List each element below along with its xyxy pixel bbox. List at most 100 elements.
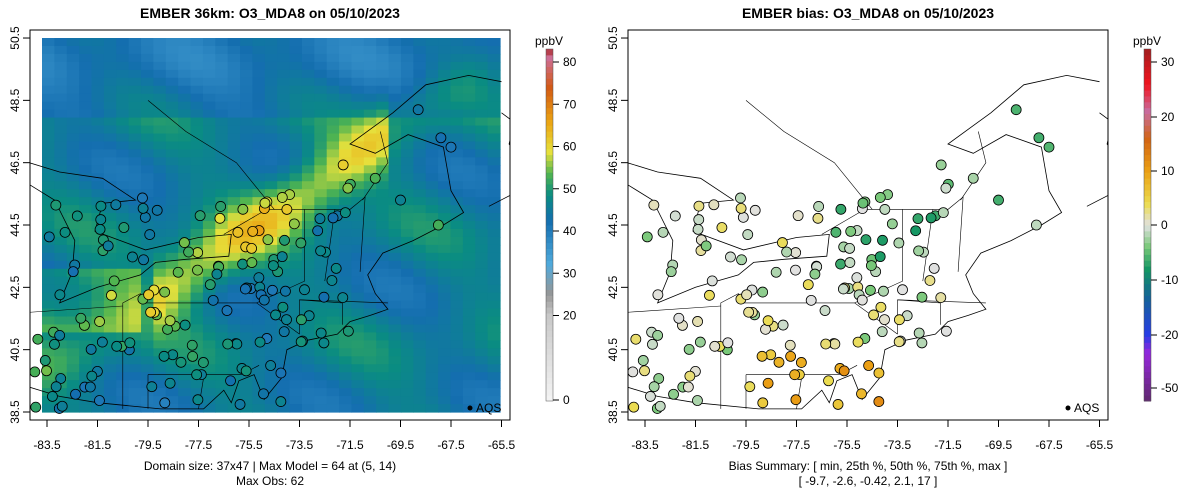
aqs-site-point [812, 212, 824, 224]
model-cell [141, 396, 155, 405]
aqs-site-point [164, 377, 176, 389]
model-cell [128, 388, 142, 397]
model-cell [153, 141, 167, 151]
model-cell [79, 101, 93, 111]
model-cell [128, 213, 142, 222]
aqs-site-point [893, 237, 905, 249]
aqs-site-point [682, 381, 694, 393]
model-cell [227, 213, 241, 222]
model-cell [141, 332, 155, 341]
model-cell [66, 396, 80, 405]
colorbar-segment [546, 348, 553, 355]
model-cell [301, 260, 315, 270]
aqs-site-point [875, 301, 887, 313]
model-cell [301, 38, 315, 47]
model-cell [128, 276, 142, 286]
model-cell [79, 125, 93, 135]
model-cell [54, 117, 68, 127]
model-cell [351, 396, 365, 405]
model-cell [91, 69, 105, 79]
model-cell [178, 308, 192, 318]
model-cell [66, 93, 80, 103]
model-cell [413, 316, 427, 326]
model-cell [388, 181, 402, 190]
model-cell [54, 316, 68, 326]
colorbar-tick-label: -50 [1161, 381, 1179, 395]
model-cell [314, 284, 328, 294]
model-cell [42, 221, 55, 230]
model-cell [314, 149, 328, 158]
model-cell [79, 205, 93, 214]
model-cell [363, 348, 377, 357]
model-cell [128, 93, 142, 103]
model-cell [450, 149, 464, 158]
model-cell [54, 213, 68, 222]
model-cell [277, 340, 291, 349]
model-cell [165, 61, 179, 71]
aqs-site-point [108, 275, 120, 287]
colorbar-segment [1144, 84, 1151, 91]
colorbar-segment [1144, 383, 1151, 390]
aqs-legend-marker [1065, 405, 1071, 411]
model-cell [153, 364, 167, 373]
model-cell [227, 165, 241, 174]
model-cell [91, 53, 105, 63]
aqs-site-point [844, 243, 856, 254]
model-cell [178, 149, 192, 158]
model-cell [79, 221, 93, 230]
model-cell [339, 53, 353, 63]
aqs-site-point [694, 336, 706, 348]
model-cell [475, 61, 489, 71]
model-cell [301, 149, 315, 158]
colorbar-segment [546, 395, 553, 402]
colorbar-segment [1144, 213, 1151, 220]
aqs-site-point [879, 314, 890, 326]
model-cell [190, 356, 204, 365]
model-cell [264, 165, 278, 174]
colorbar-segment [1144, 389, 1151, 396]
model-cell [425, 268, 439, 278]
aqs-site-point [873, 367, 885, 379]
aqs-site-point [845, 225, 857, 237]
model-cell [376, 205, 390, 214]
model-cell [388, 157, 402, 166]
aqs-site-point [246, 243, 258, 254]
model-cell [54, 189, 68, 198]
y-tick-label: 50.5 [8, 26, 22, 50]
model-cell [227, 93, 241, 103]
model-cell [376, 221, 390, 230]
model-cell [351, 69, 365, 79]
model-cell [450, 300, 464, 310]
model-cell [141, 221, 155, 230]
model-cell [103, 372, 117, 381]
model-cell [178, 61, 192, 71]
model-cell [462, 260, 476, 270]
aqs-site-point [773, 356, 785, 368]
model-cell [165, 101, 179, 111]
model-cell [42, 189, 55, 198]
model-cell [425, 85, 439, 95]
model-cell [103, 380, 117, 389]
model-cell [413, 404, 427, 413]
model-cell [301, 292, 315, 302]
model-cell [54, 356, 68, 365]
model-cell [240, 276, 254, 286]
model-cell [450, 364, 464, 373]
model-cell [462, 189, 476, 198]
aqs-site-point [784, 339, 796, 351]
model-cell [314, 252, 328, 262]
model-cell [128, 69, 142, 79]
model-cell [227, 117, 241, 127]
model-cell [202, 380, 216, 389]
model-cell [388, 236, 402, 246]
model-cell [425, 356, 439, 365]
model-cell [190, 332, 204, 341]
model-cell [165, 372, 179, 381]
aqs-site-point [993, 194, 1004, 206]
aqs-site-point [445, 141, 457, 153]
model-cell [141, 300, 155, 310]
model-cell [103, 332, 117, 341]
model-cell [66, 85, 80, 95]
model-cell [66, 141, 80, 151]
model-cell [128, 364, 142, 373]
